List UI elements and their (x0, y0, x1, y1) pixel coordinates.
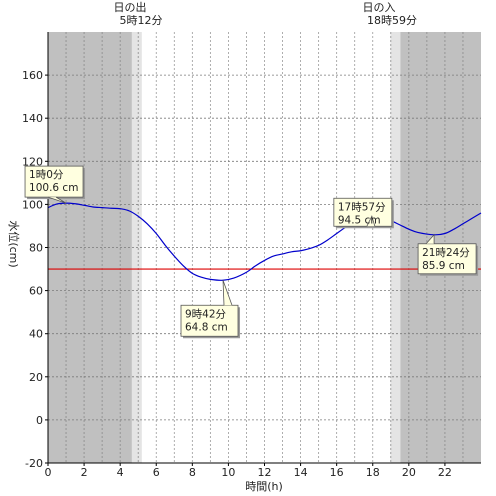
callout-box (417, 243, 477, 275)
callout-level: 64.8 cm (185, 321, 228, 333)
y-tick-label: 160 (22, 69, 43, 82)
x-tick-label: 16 (330, 466, 344, 479)
y-tick-label: 120 (22, 155, 43, 168)
x-tick-label: 22 (438, 466, 452, 479)
callout-box (333, 197, 393, 227)
twilight-band-evening (390, 32, 401, 463)
callout-time: 21時24分 (422, 247, 470, 259)
x-tick-label: 10 (221, 466, 235, 479)
x-tick-label: 8 (189, 466, 196, 479)
sunset-title: 日の入 (363, 1, 396, 14)
y-tick-label: 80 (29, 242, 43, 255)
y-axis-label: 水位(cm) (7, 220, 21, 267)
y-tick-label: 20 (29, 371, 43, 384)
water-level-line (47, 202, 482, 281)
sunset-time: 18時59分 (367, 14, 417, 27)
x-tick-label: 12 (258, 466, 272, 479)
x-tick-label: 4 (117, 466, 124, 479)
callout-level: 85.9 cm (422, 260, 465, 272)
y-tick-label: 100 (22, 198, 43, 211)
y-tick-label: 60 (29, 285, 43, 298)
x-tick-label: 20 (402, 466, 416, 479)
x-tick-label: 2 (81, 466, 88, 479)
callout-pointer (366, 215, 376, 227)
callout-time: 9時42分 (185, 308, 227, 320)
callout-box (180, 304, 239, 337)
x-tick-label: 14 (294, 466, 308, 479)
y-tick-label: -20 (25, 457, 43, 470)
callout-level: 94.5 cm (338, 214, 381, 226)
callout-level: 100.6 cm (29, 182, 78, 194)
sunrise-time: 5時12分 (120, 14, 163, 27)
callout-time: 17時57分 (338, 201, 386, 213)
sunrise-title: 日の出 (114, 0, 147, 14)
y-tick-label: 40 (29, 328, 43, 341)
x-tick-label: 0 (45, 466, 52, 479)
x-tick-label: 6 (153, 466, 160, 479)
callout-box (24, 165, 84, 198)
y-tick-label: 140 (22, 112, 43, 125)
callout-pointer (222, 280, 233, 306)
callout-pointer (47, 196, 67, 204)
callout-time: 1時0分 (29, 169, 64, 181)
y-tick-label: 0 (36, 414, 43, 427)
x-tick-label: 18 (366, 466, 380, 479)
callout-pointer (425, 233, 435, 245)
x-axis-label: 時間(h) (245, 480, 283, 493)
